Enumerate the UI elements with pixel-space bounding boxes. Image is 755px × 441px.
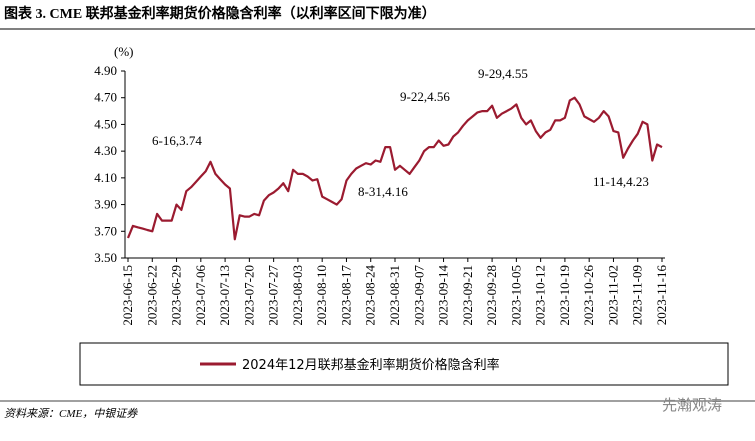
watermark: 先瀚观涛 bbox=[662, 396, 722, 414]
x-tick-label: 2023-10-19 bbox=[557, 265, 572, 326]
x-tick-label: 2023-06-29 bbox=[169, 265, 184, 326]
annotation: 8-31,4.16 bbox=[358, 184, 408, 199]
x-tick-label: 2023-07-06 bbox=[193, 265, 208, 326]
x-tick-label: 2023-11-16 bbox=[654, 265, 669, 326]
y-tick-label: 4.10 bbox=[94, 170, 117, 185]
x-tick-label: 2023-11-02 bbox=[605, 265, 620, 325]
x-tick-label: 2023-08-03 bbox=[290, 265, 305, 326]
y-tick-label: 3.50 bbox=[94, 250, 117, 265]
y-tick-label: 4.50 bbox=[94, 116, 117, 131]
legend-box bbox=[79, 342, 729, 386]
x-tick-label: 2023-08-17 bbox=[338, 265, 353, 326]
x-tick-label: 2023-06-22 bbox=[144, 265, 159, 326]
x-tick-label: 2023-08-31 bbox=[387, 265, 402, 326]
x-tick-label: 2023-09-28 bbox=[484, 265, 499, 326]
x-tick-label: 2023-07-27 bbox=[266, 265, 281, 326]
x-tick-label: 2023-07-13 bbox=[217, 265, 232, 326]
chart-title: 图表 3. CME 联邦基金利率期货价格隐含利率（以利率区间下限为准） bbox=[4, 5, 436, 22]
annotation: 6-16,3.74 bbox=[152, 133, 202, 148]
y-tick-label: 4.30 bbox=[94, 143, 117, 158]
legend-label: 2024年12月联邦基金利率期货价格隐含利率 bbox=[242, 357, 500, 373]
y-tick-label: 4.70 bbox=[94, 90, 117, 105]
annotation: 9-29,4.55 bbox=[478, 66, 528, 81]
x-tick-label: 2023-08-10 bbox=[314, 265, 329, 326]
x-tick-label: 2023-08-24 bbox=[363, 265, 378, 326]
source: 资料来源：CME，中银证券 bbox=[4, 407, 138, 420]
y-tick-label: 3.90 bbox=[94, 197, 117, 212]
x-tick-label: 2023-09-07 bbox=[411, 265, 426, 326]
x-tick-label: 2023-10-05 bbox=[508, 265, 523, 326]
x-tick-label: 2023-11-09 bbox=[630, 265, 645, 325]
series-line bbox=[126, 96, 663, 241]
annotation: 9-22,4.56 bbox=[400, 89, 450, 104]
y-axis-label: (%) bbox=[114, 44, 134, 59]
y-tick-label: 4.90 bbox=[94, 63, 117, 78]
x-tick-label: 2023-10-12 bbox=[533, 265, 548, 326]
annotation: 11-14,4.23 bbox=[593, 174, 649, 189]
x-tick-label: 2023-07-20 bbox=[241, 265, 256, 326]
x-tick-label: 2023-09-14 bbox=[436, 265, 451, 326]
x-tick-label: 2023-09-21 bbox=[460, 265, 475, 326]
x-tick-label: 2023-10-26 bbox=[581, 265, 596, 326]
y-tick-label: 3.70 bbox=[94, 223, 117, 238]
x-tick-label: 2023-06-15 bbox=[120, 265, 135, 326]
